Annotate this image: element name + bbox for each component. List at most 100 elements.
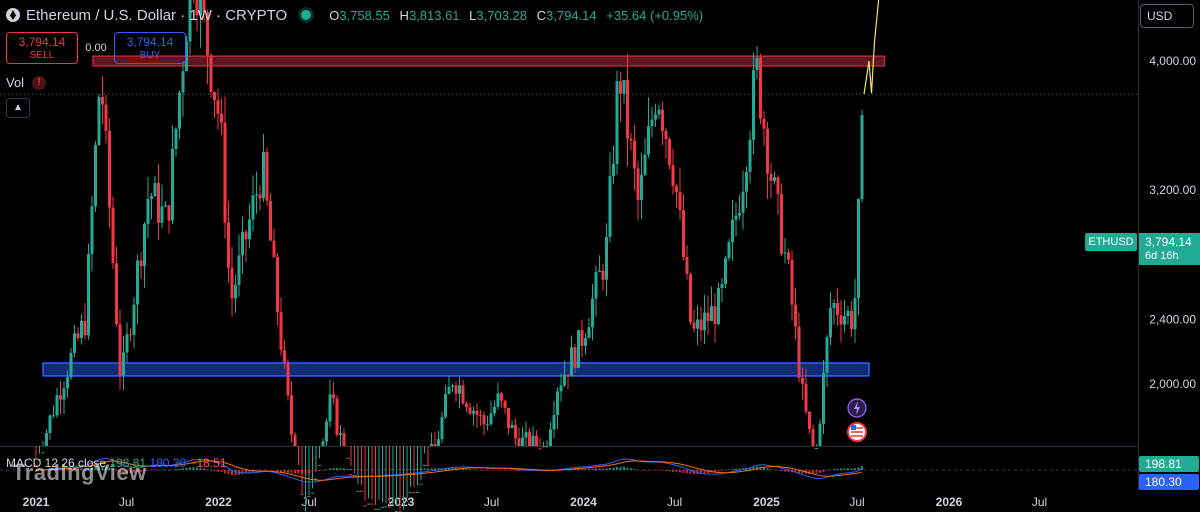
macd-legend[interactable]: MACD 12 26 close 198.81 180.30 −18.51 (6, 456, 227, 470)
macd-bar (854, 468, 856, 470)
candle-body (493, 406, 496, 414)
macd-bar (605, 468, 608, 470)
macd-bar (143, 470, 146, 471)
candle-body (850, 310, 853, 330)
symbol-legend[interactable]: Ethereum / U.S. Dollar · 1W · CRYPTO O3,… (6, 4, 703, 26)
candle-body (661, 109, 664, 131)
macd-bar (87, 468, 90, 470)
candle-body (258, 194, 262, 199)
macd-bar (773, 469, 776, 471)
candle-body (461, 385, 465, 404)
candle-body (104, 104, 108, 131)
candle-body (83, 320, 87, 336)
macd-bar (73, 468, 76, 470)
candles[interactable] (34, 0, 864, 512)
macd-bar (815, 470, 818, 474)
macd-bar (283, 470, 286, 473)
candle-body (122, 352, 125, 376)
candle-body (668, 139, 671, 165)
macd-bar (518, 470, 520, 471)
macd-bar (122, 470, 125, 473)
candle-body (325, 421, 328, 442)
x-tick-label: 2023 (388, 495, 415, 509)
macd-bar (451, 467, 454, 470)
candle-body (87, 254, 90, 336)
candle-body (853, 298, 857, 330)
candle-body (685, 257, 689, 275)
candle-body (381, 506, 384, 508)
macd-bar (420, 468, 422, 470)
macd-bar (339, 468, 342, 470)
candle-body (829, 308, 832, 338)
macd-bar (126, 470, 128, 474)
support-zone[interactable] (42, 362, 870, 377)
macd-bar (623, 466, 625, 470)
candle-body (769, 173, 773, 181)
macd-bar (91, 467, 93, 470)
candle-body (566, 374, 570, 377)
candle-body (146, 199, 150, 224)
currency-selector[interactable]: USD (1140, 4, 1194, 28)
sell-button[interactable]: 3,794.14 SELL (6, 32, 78, 64)
candle-body (349, 474, 353, 476)
symbol-title[interactable]: Ethereum / U.S. Dollar · 1W · CRYPTO (26, 6, 288, 24)
macd-bar (210, 470, 212, 471)
macd-bar (469, 469, 471, 470)
macd-bar (717, 470, 720, 472)
x-tick-label: Jul (119, 495, 134, 509)
buy-button[interactable]: 3,794.14 BUY (114, 32, 186, 64)
macd-bar (577, 468, 580, 470)
candle-body (531, 435, 535, 446)
macd-bar (332, 468, 335, 470)
macd-bar (213, 470, 216, 472)
candle-body (251, 195, 255, 220)
macd-bar (136, 470, 139, 473)
macd-bar (507, 470, 510, 471)
candle-body (682, 210, 685, 258)
macd-bar (703, 470, 706, 474)
macd-bar (101, 466, 104, 470)
macd-bar (259, 470, 261, 471)
candle-body (626, 79, 629, 139)
macd-bar (430, 468, 433, 470)
x-tick-label: 2024 (570, 495, 597, 509)
candle-body (766, 128, 769, 174)
macd-bar (315, 470, 317, 472)
candle-body (97, 96, 101, 145)
macd-bar (378, 469, 380, 471)
macd-bar (766, 468, 769, 470)
macd-bar (448, 467, 450, 470)
candle-body (52, 415, 55, 417)
candle-body (619, 81, 622, 94)
candle-body (759, 57, 762, 119)
candle-body (384, 506, 388, 508)
chevron-up-icon[interactable]: ▲ (6, 98, 30, 118)
candle-body (265, 151, 269, 201)
candle-body (605, 236, 608, 280)
sell-label: SELL (29, 50, 55, 61)
macd-bar (637, 470, 639, 471)
resistance-zone[interactable] (92, 55, 886, 67)
macd-bar (224, 470, 226, 474)
macd-bar (644, 470, 646, 471)
macd-bar (133, 470, 135, 473)
macd-bar (206, 469, 209, 470)
candle-body (69, 353, 73, 378)
candle-body (118, 324, 122, 376)
projection-path[interactable] (863, 0, 893, 95)
macd-bar (826, 470, 828, 471)
macd-bar (668, 470, 671, 472)
candle-body (783, 252, 787, 254)
volume-legend[interactable]: Vol ! (6, 75, 47, 90)
candle-body (223, 122, 227, 223)
warning-icon[interactable]: ! (32, 75, 47, 90)
macd-bar (780, 470, 783, 472)
macd-bar (591, 468, 594, 470)
macd-bar (336, 468, 338, 470)
macd-bar (497, 470, 499, 471)
candle-body (787, 252, 790, 260)
macd-bar (108, 467, 111, 470)
candle-body (748, 139, 752, 172)
macd-bar (787, 470, 790, 472)
